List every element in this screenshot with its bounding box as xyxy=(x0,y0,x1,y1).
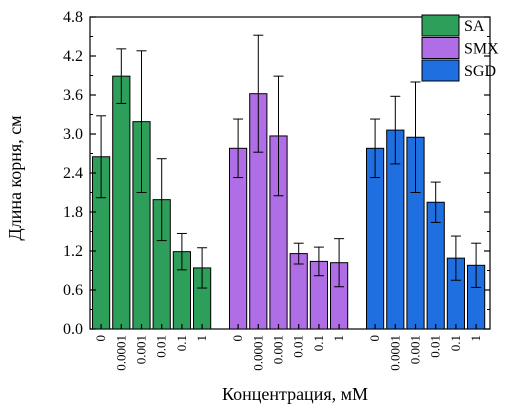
y-tick-label: 3.0 xyxy=(63,126,83,143)
legend-swatch-smx xyxy=(421,37,460,59)
bar-sa-1 xyxy=(112,75,131,330)
y-tick-label: 1.2 xyxy=(63,243,83,260)
x-tick-label: 1 xyxy=(194,335,209,342)
x-axis-title: Концентрация, мМ xyxy=(222,384,368,404)
x-tick-label: 0.1 xyxy=(448,335,463,351)
x-tick-label: 0.01 xyxy=(154,335,169,358)
legend-swatch-sgd xyxy=(421,59,460,82)
y-tick-label: 3.6 xyxy=(63,87,83,104)
y-tick-label: 4.8 xyxy=(63,9,83,26)
x-tick-label: 0.01 xyxy=(428,335,443,358)
legend: SA SMX SGD xyxy=(421,14,499,82)
legend-swatch-sa xyxy=(421,14,460,37)
x-tick-label: 0.0001 xyxy=(113,335,128,371)
x-tick-label: 0 xyxy=(93,335,108,342)
y-tick-label: 0.0 xyxy=(63,321,83,338)
x-tick-label: 0.01 xyxy=(291,335,306,358)
legend-label-smx: SMX xyxy=(464,41,499,58)
x-tick-label: 0.001 xyxy=(408,335,423,364)
x-tick-label: 0 xyxy=(367,335,382,342)
x-tick-label: 1 xyxy=(468,335,483,342)
bars-group xyxy=(92,75,486,330)
x-axis: 0 0.0001 0.001 0.01 0.1 1 0 0.0001 0.001 0.01 0.1 1… xyxy=(93,324,483,371)
x-tick-label: 0.0001 xyxy=(250,335,265,371)
x-tick-label: 0.0001 xyxy=(387,335,402,371)
y-tick-label: 0.6 xyxy=(63,282,83,299)
y-tick-label: 2.4 xyxy=(63,165,83,182)
y-tick-label: 4.2 xyxy=(63,48,83,65)
x-tick-label: 0.001 xyxy=(271,335,286,364)
x-tick-label: 0.1 xyxy=(311,335,326,351)
error-bars-group xyxy=(96,34,482,289)
y-axis-title: Длина корня, см xyxy=(5,115,25,240)
x-tick-label: 0.001 xyxy=(134,335,149,364)
legend-label-sa: SA xyxy=(464,18,485,35)
legend-label-sgd: SGD xyxy=(464,63,496,80)
y-axis: 0.0 0.6 1.2 1.8 2.4 3.0 3.6 4.2 4.8 xyxy=(63,9,490,338)
x-tick-label: 1 xyxy=(331,335,346,342)
x-tick-label: 0 xyxy=(230,335,245,342)
bar-smx-3 xyxy=(289,253,308,330)
x-tick-label: 0.1 xyxy=(174,335,189,351)
y-tick-label: 1.8 xyxy=(63,204,83,221)
